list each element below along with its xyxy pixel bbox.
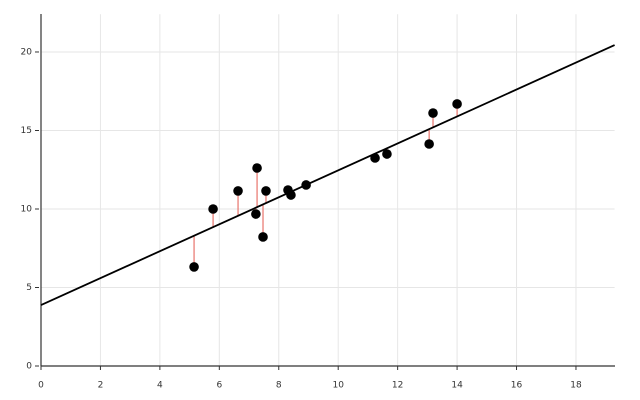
x-tick-label: 0 bbox=[38, 381, 44, 391]
x-tick-label: 4 bbox=[157, 381, 163, 391]
point bbox=[382, 149, 392, 159]
point bbox=[233, 186, 243, 196]
x-tick-label: 12 bbox=[392, 381, 403, 391]
x-tick-label: 14 bbox=[451, 381, 463, 391]
point bbox=[251, 209, 261, 219]
grid bbox=[40, 14, 615, 367]
x-tick-label: 2 bbox=[98, 381, 104, 391]
point bbox=[428, 108, 438, 118]
y-tick-label: 15 bbox=[21, 126, 32, 136]
point bbox=[252, 163, 262, 173]
y-tick-label: 5 bbox=[26, 283, 32, 293]
point bbox=[286, 190, 296, 200]
x-tick-label: 10 bbox=[332, 381, 344, 391]
x-tick-label: 8 bbox=[276, 381, 282, 391]
point bbox=[452, 99, 462, 109]
x-tick-label: 18 bbox=[570, 381, 582, 391]
x-tick-label: 6 bbox=[216, 381, 222, 391]
x-tick-label: 16 bbox=[511, 381, 523, 391]
point bbox=[208, 204, 218, 214]
point bbox=[261, 186, 271, 196]
y-tick-label: 20 bbox=[21, 47, 33, 57]
point bbox=[301, 180, 311, 190]
point bbox=[424, 139, 434, 149]
regression-line bbox=[40, 44, 615, 306]
y-tick-label: 0 bbox=[26, 362, 32, 372]
y-tick-label: 10 bbox=[21, 204, 33, 214]
point bbox=[370, 153, 380, 163]
point bbox=[189, 262, 199, 272]
point bbox=[258, 232, 268, 242]
